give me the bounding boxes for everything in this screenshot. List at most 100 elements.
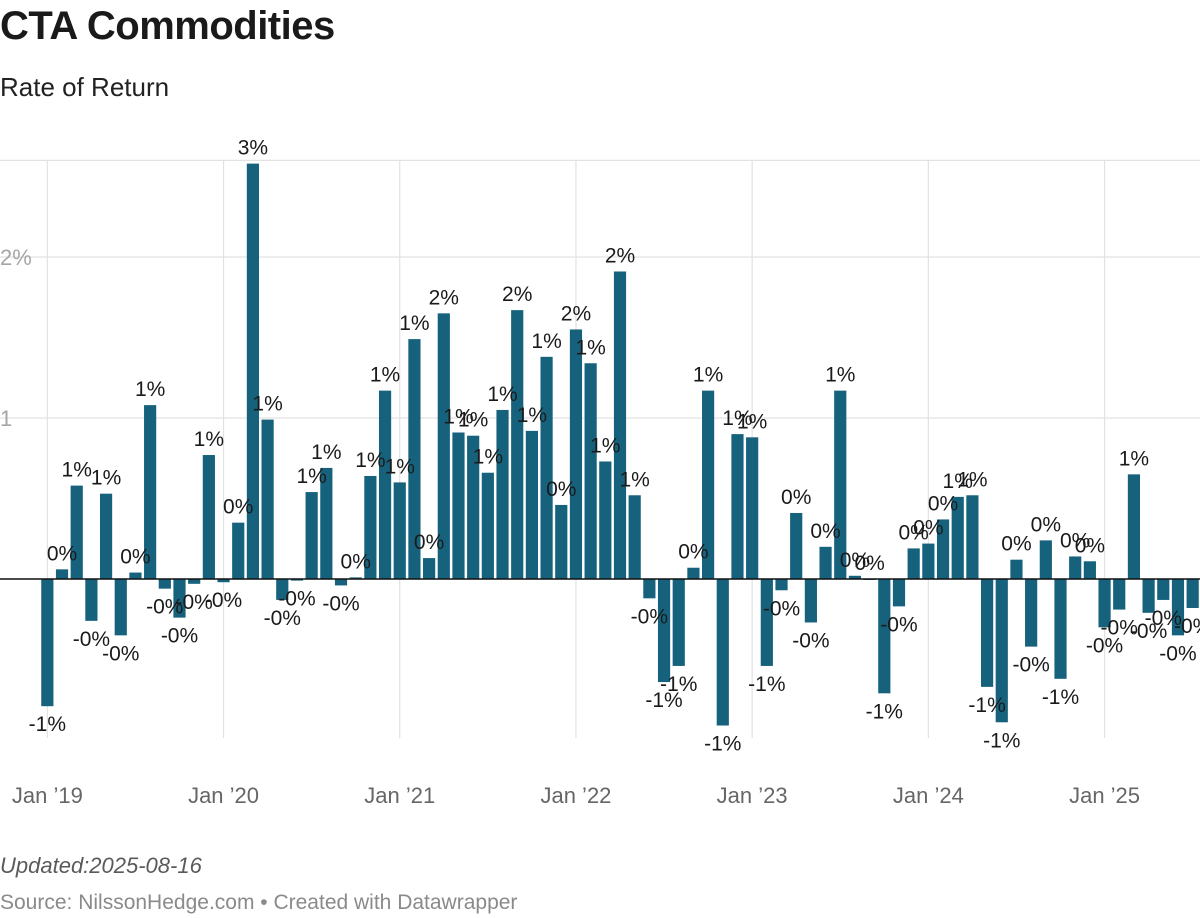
bar (85, 579, 98, 621)
data-label: 0% (810, 520, 840, 543)
bar (246, 163, 260, 579)
bar (819, 546, 832, 579)
data-label: -0% (175, 591, 212, 614)
data-label: 1% (722, 407, 752, 430)
data-label: 1% (311, 441, 341, 464)
bar (1083, 561, 1096, 579)
chart-title: CTA Commodities (0, 4, 335, 48)
data-label: 2% (429, 286, 459, 309)
data-label: 1% (91, 467, 121, 490)
data-label: 0% (414, 531, 444, 554)
bar (599, 461, 612, 579)
data-label: 1% (296, 465, 326, 488)
data-label: 1% (252, 393, 282, 416)
bar (951, 496, 964, 579)
bar (687, 567, 700, 579)
data-label: 2% (502, 283, 532, 306)
bar (746, 437, 759, 579)
data-label: 0% (1001, 533, 1031, 556)
data-label: 1% (458, 409, 488, 432)
data-label: -0% (322, 592, 359, 615)
data-label: 0% (928, 492, 958, 515)
bar (1113, 579, 1126, 610)
data-label: -0% (73, 628, 110, 651)
bar (452, 432, 465, 579)
bar (408, 339, 421, 579)
data-label: -0% (205, 589, 242, 612)
data-label: -0% (631, 605, 668, 628)
data-label: 1% (590, 434, 620, 457)
bar (217, 579, 230, 583)
bar (731, 434, 744, 579)
data-label: 0% (47, 542, 77, 565)
bar (334, 579, 348, 586)
data-label: 1% (737, 410, 767, 433)
data-label: 1% (399, 312, 429, 335)
bars (41, 163, 1199, 726)
data-label: 0% (546, 478, 576, 501)
bar (496, 409, 509, 579)
bar (511, 310, 524, 579)
y-tick-label: 1 (0, 406, 12, 431)
data-label: 0% (854, 552, 884, 575)
data-label: -1% (968, 694, 1005, 717)
bar (144, 405, 157, 579)
bar (878, 579, 891, 694)
data-label: -0% (1130, 620, 1167, 643)
bar (657, 579, 671, 683)
bar (349, 577, 362, 579)
bar (129, 572, 142, 579)
bar (481, 472, 494, 579)
data-label: 1% (473, 446, 503, 469)
bar-chart: -1%0%1%-0%1%-0%0%1%-0%-0%-0%1%-0%0%3%1%-… (0, 137, 1200, 808)
bar (1025, 579, 1038, 647)
bar (907, 548, 920, 579)
data-label: -1% (704, 733, 741, 756)
data-label: -0% (278, 588, 315, 611)
bar (980, 579, 994, 687)
data-label: 1% (517, 404, 547, 427)
data-label: -0% (1086, 634, 1123, 657)
data-label: 0% (120, 546, 150, 569)
data-label: -0% (1012, 654, 1049, 677)
bar (55, 569, 69, 579)
bar (202, 455, 215, 579)
bar (569, 329, 583, 579)
bar (584, 363, 597, 579)
bar (437, 313, 450, 579)
data-label: -0% (792, 629, 829, 652)
data-label: -0% (161, 625, 198, 648)
bar (995, 579, 1008, 723)
bar (1039, 540, 1052, 579)
data-label: 1% (825, 364, 855, 387)
x-tick-label: Jan ’22 (540, 783, 611, 808)
bar (672, 579, 685, 666)
bar (760, 579, 773, 666)
bar (1069, 556, 1082, 579)
bar (555, 504, 568, 579)
bar (173, 579, 186, 618)
data-label: 0% (1075, 534, 1105, 557)
bar (775, 579, 788, 591)
x-tick-label: Jan ’19 (12, 783, 83, 808)
data-label: -0% (1145, 607, 1182, 630)
data-label: -0% (763, 597, 800, 620)
data-label: 1% (370, 364, 400, 387)
data-label: 1% (487, 383, 517, 406)
bar (1157, 579, 1170, 600)
bar (99, 493, 113, 579)
data-label: -1% (1042, 686, 1079, 709)
bar (305, 492, 318, 579)
bar (1142, 579, 1155, 613)
bar (261, 419, 274, 579)
data-label: 1% (1119, 447, 1149, 470)
bar (188, 579, 201, 584)
data-label: -1% (29, 713, 66, 736)
source-credit: Source: NilssonHedge.com • Created with … (0, 891, 518, 914)
data-label: 2% (561, 302, 591, 325)
bar (290, 579, 304, 581)
data-label: 0% (840, 549, 870, 572)
data-label: -0% (1101, 617, 1138, 640)
data-label: 0% (341, 550, 371, 573)
bar (834, 390, 847, 579)
